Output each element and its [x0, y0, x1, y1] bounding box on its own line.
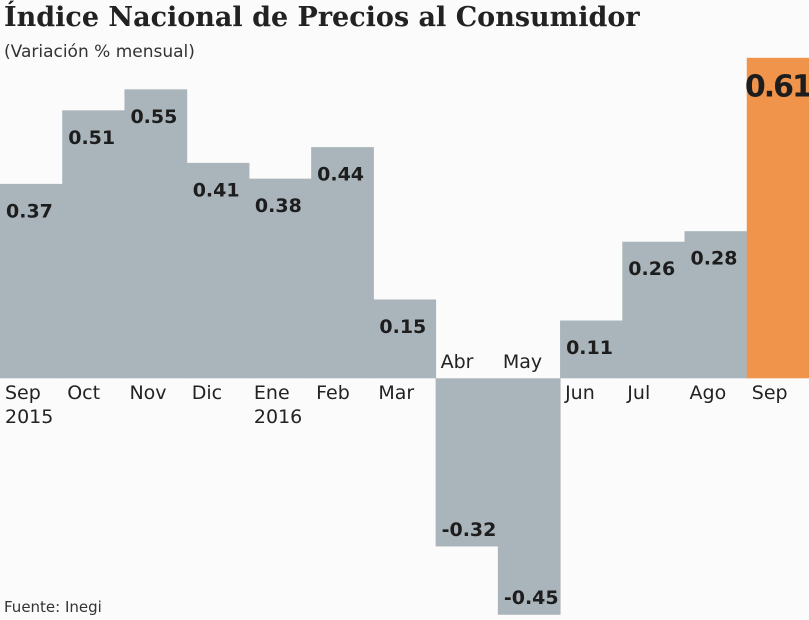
bar: [746, 57, 809, 379]
x-tick-label: Oct: [67, 382, 101, 405]
x-tick-label: Feb: [316, 382, 350, 405]
bar: [684, 231, 748, 379]
x-tick-label: Jul: [627, 382, 651, 405]
x-tick-label: Jun: [565, 382, 595, 405]
x-tick-label: Dic: [191, 382, 223, 405]
bar: [186, 162, 250, 379]
value-label: -0.45: [504, 587, 559, 609]
bar: [622, 241, 686, 379]
bar: [248, 178, 312, 379]
value-label: 0.38: [255, 195, 302, 217]
x-tick-label: Ago: [689, 382, 727, 405]
bar: [497, 378, 561, 615]
x-tick-label: Nov: [129, 382, 167, 405]
x-tick-label: Mar: [378, 382, 415, 405]
value-label: 0.11: [566, 337, 613, 359]
bar: [435, 378, 499, 547]
value-label: 0.44: [317, 164, 364, 186]
value-label: -0.32: [442, 519, 497, 541]
bar: [0, 183, 63, 379]
bar: [62, 110, 125, 379]
value-label: 0.51: [68, 127, 115, 149]
source: Fuente: Inegi: [4, 598, 102, 616]
value-label: 0.41: [193, 179, 240, 201]
bar: [311, 147, 374, 379]
chart-title: Índice Nacional de Precios al Consumidor: [4, 2, 640, 33]
x-tick-label: Ene 2016: [253, 382, 303, 429]
value-label: 0.28: [691, 248, 738, 270]
value-label: 0.26: [628, 258, 675, 280]
x-tick-label: Sep 2015: [5, 382, 54, 429]
bar: [560, 320, 623, 379]
value-label: 0.55: [130, 106, 177, 128]
value-label: 0.37: [6, 200, 53, 222]
chart-subtitle: (Variación % mensual): [4, 42, 195, 62]
bar: [373, 299, 437, 379]
bar: [124, 89, 188, 379]
x-tick-label: May: [502, 351, 543, 374]
value-label: 0.61: [745, 69, 809, 104]
x-tick-label: Sep: [751, 382, 788, 405]
x-tick-label: Abr: [440, 351, 474, 374]
value-label: 0.15: [379, 316, 426, 338]
